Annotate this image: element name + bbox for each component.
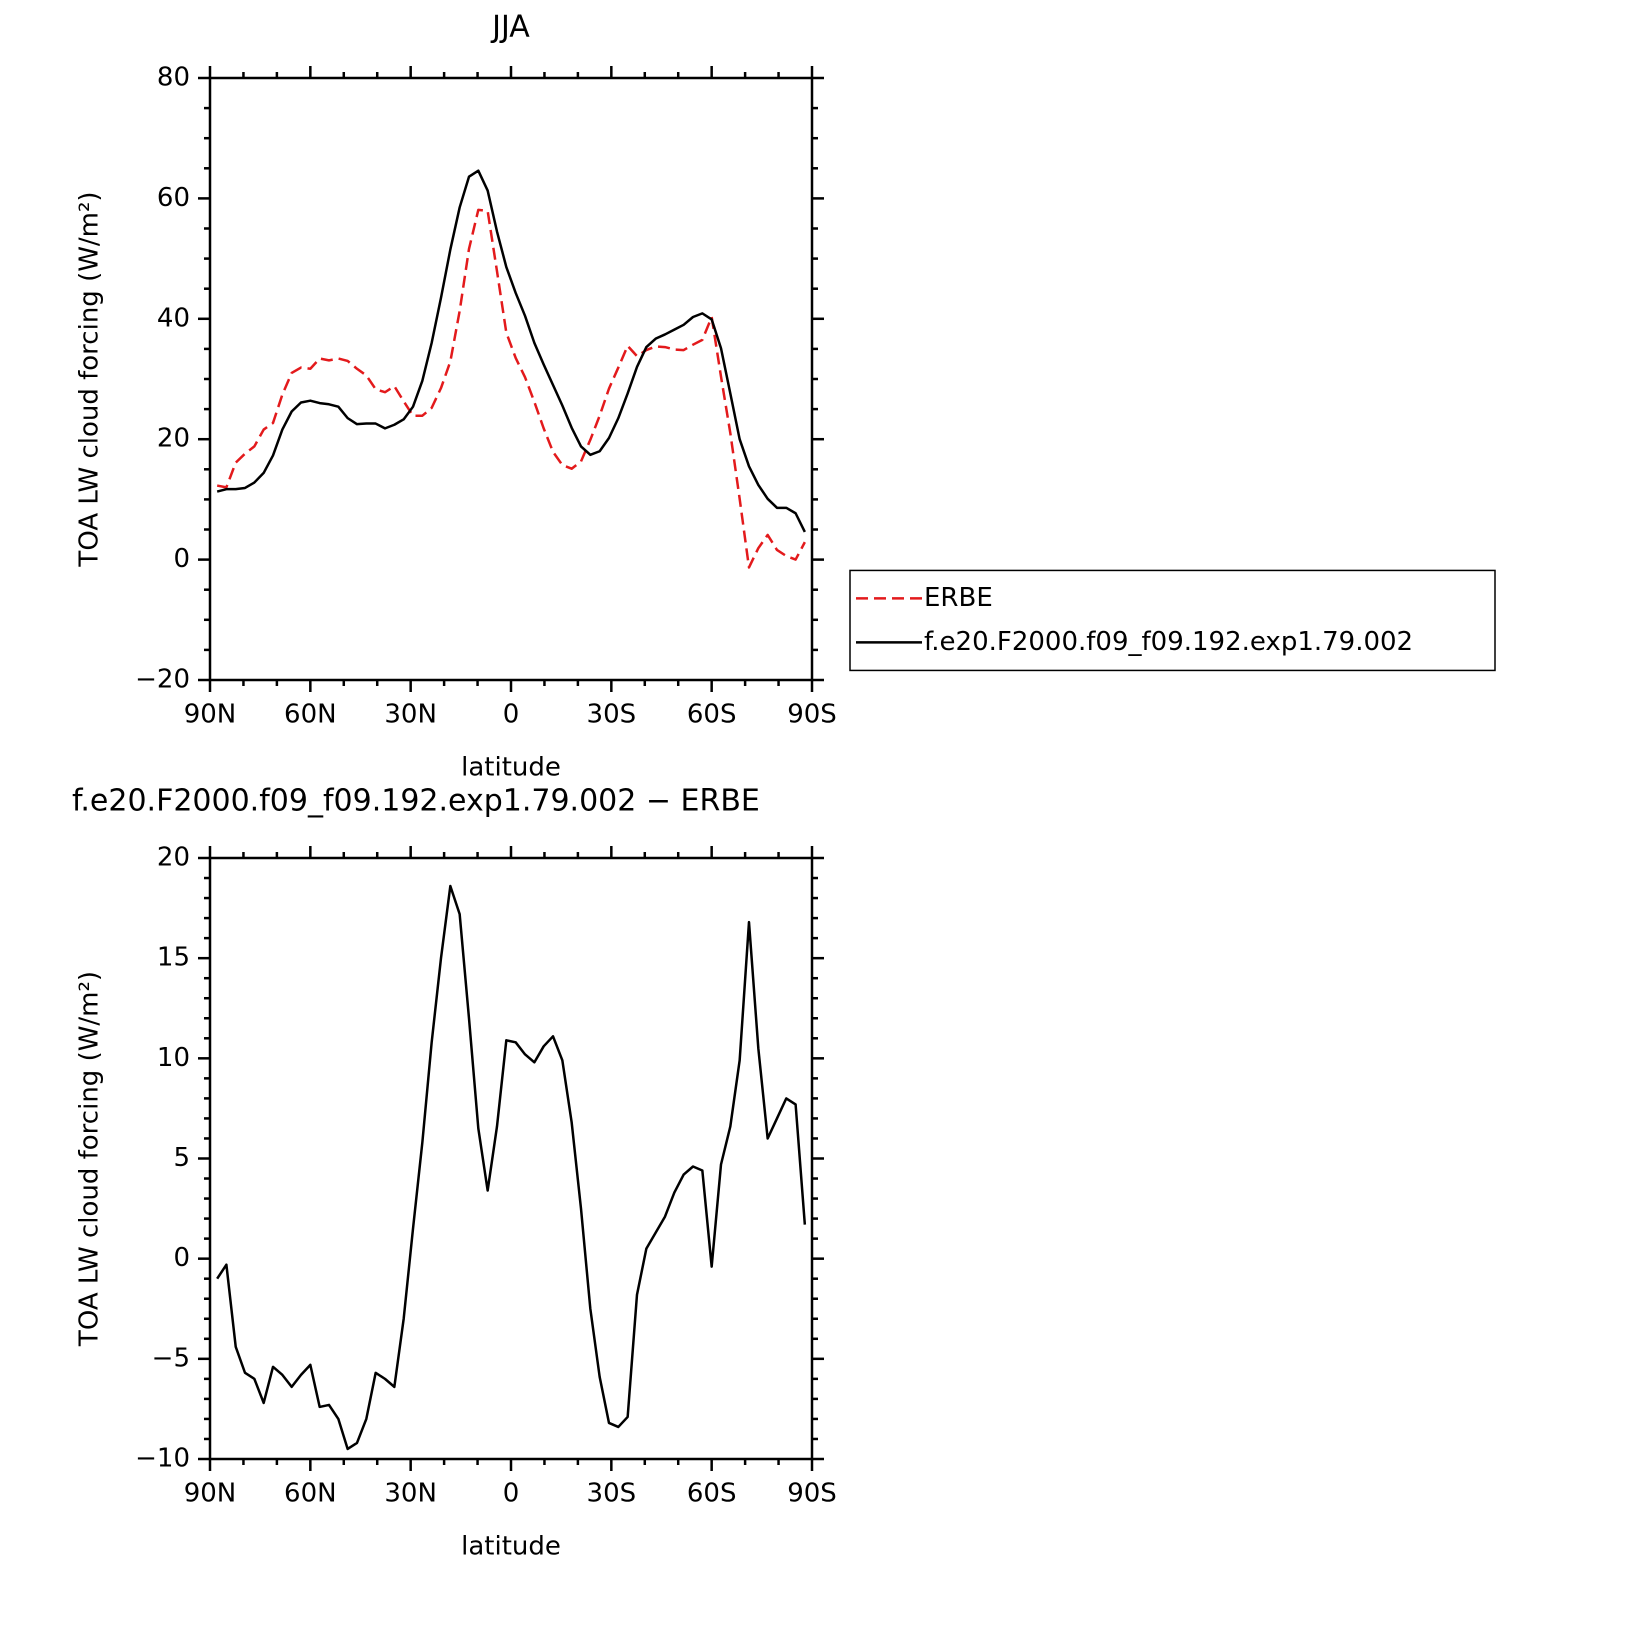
x-tick-label: 30N [384,1479,437,1509]
y-tick-label: 15 [157,943,190,973]
x-tick-label: 90N [184,1479,237,1509]
chart-title: f.e20.F2000.f09_f09.192.exp1.79.002 − ER… [72,784,760,819]
data-line [216,169,806,533]
y-tick-label: 0 [173,544,190,574]
y-tick-label: −20 [135,665,190,695]
legend-label: f.e20.F2000.f09_f09.192.exp1.79.002 [924,627,1413,657]
y-axis-label: TOA LW cloud forcing (W/m²) [75,971,105,1347]
y-tick-label: 20 [157,424,190,454]
chart-title: JJA [490,10,530,45]
x-tick-label: 60S [687,700,737,730]
x-tick-label: 90N [184,700,237,730]
x-tick-label: 60N [284,1479,337,1509]
x-axis-label: latitude [461,1532,561,1562]
legend-label: ERBE [924,583,993,613]
y-tick-label: −10 [135,1444,190,1474]
x-tick-label: 90S [787,700,837,730]
data-line [216,884,807,1451]
x-tick-label: 30S [587,1479,637,1509]
x-tick-label: 30S [587,700,637,730]
y-tick-label: 5 [173,1143,190,1173]
x-axis-label: latitude [461,753,561,783]
plot-frame [208,76,814,682]
x-tick-label: 60S [687,1479,737,1509]
y-tick-label: 20 [157,843,190,873]
plot-frame [208,856,814,1461]
data-line [216,208,806,569]
y-tick-label: 0 [173,1243,190,1273]
y-tick-label: 40 [157,303,190,333]
y-tick-label: 60 [157,183,190,213]
y-tick-label: −5 [152,1343,190,1373]
x-tick-label: 0 [503,1479,520,1509]
y-tick-label: 80 [157,63,190,93]
x-tick-label: 0 [503,700,520,730]
y-tick-label: 10 [157,1043,190,1073]
legend-box [849,569,1496,672]
x-tick-label: 60N [284,700,337,730]
x-tick-label: 30N [384,700,437,730]
x-tick-label: 90S [787,1479,837,1509]
y-axis-label: TOA LW cloud forcing (W/m²) [75,191,105,567]
